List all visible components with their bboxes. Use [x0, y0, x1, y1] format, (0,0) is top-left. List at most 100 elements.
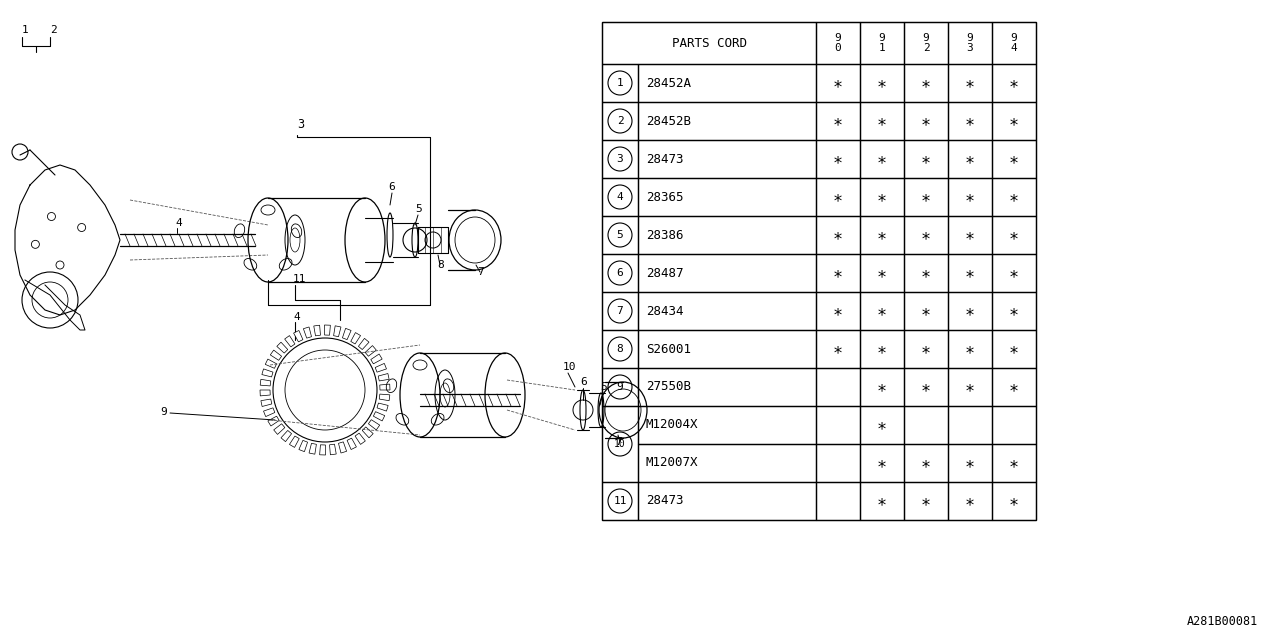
- Text: 28452A: 28452A: [646, 77, 691, 90]
- Polygon shape: [351, 333, 361, 344]
- Text: 5: 5: [415, 204, 421, 214]
- Polygon shape: [308, 444, 316, 454]
- Bar: [948, 216, 992, 254]
- Text: 2: 2: [50, 25, 56, 35]
- Bar: [948, 368, 992, 406]
- Polygon shape: [274, 424, 285, 435]
- Bar: [992, 178, 1036, 216]
- Text: ∗: ∗: [877, 378, 887, 396]
- Text: ∗: ∗: [877, 226, 887, 244]
- Text: 9
4: 9 4: [1011, 33, 1018, 52]
- Text: 28487: 28487: [646, 266, 684, 280]
- Bar: [860, 254, 904, 292]
- Bar: [948, 178, 992, 216]
- Text: ∗: ∗: [877, 340, 887, 358]
- Text: ∗: ∗: [877, 454, 887, 472]
- Bar: [602, 330, 637, 368]
- Bar: [602, 22, 1036, 520]
- Text: 4: 4: [617, 192, 623, 202]
- Text: 11: 11: [613, 496, 627, 506]
- Text: ∗: ∗: [922, 454, 931, 472]
- Bar: [817, 444, 860, 482]
- Bar: [817, 216, 860, 254]
- Text: ∗: ∗: [922, 112, 931, 130]
- Bar: [860, 368, 904, 406]
- Text: ∗: ∗: [1009, 188, 1019, 206]
- Bar: [992, 444, 1036, 482]
- Polygon shape: [282, 431, 292, 442]
- Bar: [602, 102, 637, 140]
- Text: ∗: ∗: [922, 378, 931, 396]
- Bar: [637, 102, 817, 140]
- Bar: [904, 444, 948, 482]
- Text: 28386: 28386: [646, 228, 684, 241]
- Bar: [992, 216, 1036, 254]
- Bar: [860, 178, 904, 216]
- Bar: [904, 178, 948, 216]
- Text: ∗: ∗: [833, 340, 844, 358]
- Text: ∗: ∗: [877, 74, 887, 92]
- Bar: [817, 140, 860, 178]
- Text: 28365: 28365: [646, 191, 684, 204]
- Text: ∗: ∗: [877, 112, 887, 130]
- Text: ∗: ∗: [922, 226, 931, 244]
- Polygon shape: [379, 394, 390, 401]
- Polygon shape: [369, 420, 380, 430]
- Polygon shape: [365, 346, 376, 356]
- Bar: [860, 216, 904, 254]
- Bar: [904, 330, 948, 368]
- Polygon shape: [378, 403, 388, 411]
- Polygon shape: [320, 445, 325, 455]
- Bar: [904, 292, 948, 330]
- Bar: [602, 292, 637, 330]
- Text: 4: 4: [293, 312, 300, 322]
- Bar: [948, 64, 992, 102]
- Bar: [637, 444, 817, 482]
- Bar: [860, 330, 904, 368]
- Polygon shape: [355, 433, 365, 444]
- Polygon shape: [358, 339, 369, 349]
- Text: ∗: ∗: [1009, 492, 1019, 510]
- Bar: [904, 482, 948, 520]
- Polygon shape: [362, 427, 374, 438]
- Text: ∗: ∗: [965, 264, 975, 282]
- Text: 7: 7: [614, 437, 622, 447]
- Text: 10: 10: [614, 439, 626, 449]
- Bar: [860, 140, 904, 178]
- Bar: [948, 482, 992, 520]
- Text: ∗: ∗: [965, 378, 975, 396]
- Polygon shape: [265, 359, 276, 369]
- Bar: [860, 482, 904, 520]
- Bar: [948, 292, 992, 330]
- Bar: [817, 254, 860, 292]
- Bar: [637, 140, 817, 178]
- Bar: [637, 406, 817, 444]
- Polygon shape: [300, 440, 307, 452]
- Bar: [817, 368, 860, 406]
- Text: ∗: ∗: [965, 340, 975, 358]
- Bar: [992, 406, 1036, 444]
- Text: PARTS CORD: PARTS CORD: [672, 36, 746, 49]
- Text: 8: 8: [436, 260, 444, 270]
- Text: A281B00081: A281B00081: [1187, 615, 1258, 628]
- Bar: [817, 64, 860, 102]
- Bar: [992, 64, 1036, 102]
- Polygon shape: [262, 369, 273, 377]
- Text: ∗: ∗: [877, 264, 887, 282]
- Text: 7: 7: [477, 267, 484, 277]
- Text: 10: 10: [563, 362, 576, 372]
- Polygon shape: [293, 330, 303, 342]
- Text: 27550B: 27550B: [646, 381, 691, 394]
- Bar: [817, 102, 860, 140]
- Text: ∗: ∗: [1009, 454, 1019, 472]
- Text: ∗: ∗: [1009, 340, 1019, 358]
- Bar: [948, 22, 992, 64]
- Bar: [817, 482, 860, 520]
- Text: ∗: ∗: [877, 188, 887, 206]
- Polygon shape: [284, 335, 294, 347]
- Polygon shape: [334, 326, 340, 337]
- Text: 4: 4: [175, 218, 182, 228]
- Text: 1: 1: [22, 25, 28, 35]
- Bar: [992, 482, 1036, 520]
- Bar: [992, 22, 1036, 64]
